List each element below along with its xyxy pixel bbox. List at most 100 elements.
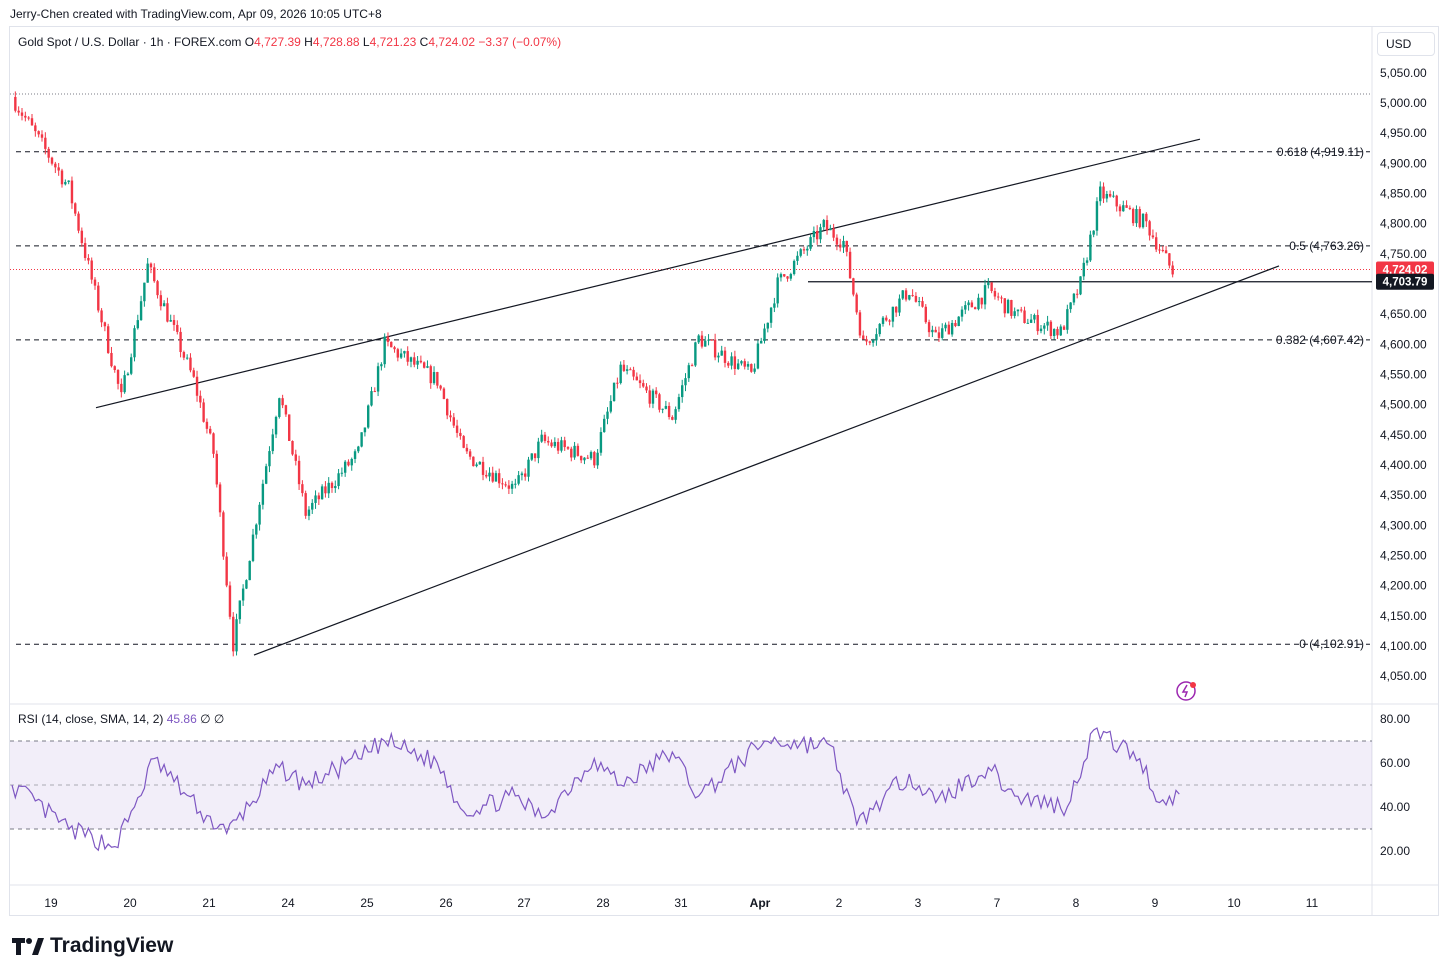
lightning-icon	[1181, 684, 1189, 698]
candle-body	[1036, 315, 1039, 332]
candle-body	[97, 285, 100, 311]
candle-body	[612, 382, 616, 402]
candle-body	[245, 580, 248, 589]
candle-body	[908, 295, 911, 300]
candle-body	[822, 220, 825, 228]
alert-icon	[1176, 681, 1196, 701]
candle-body	[694, 342, 697, 366]
time-tick-label: 3	[915, 896, 922, 910]
candle-body	[658, 394, 661, 410]
price-tick-label: 4,400.00	[1380, 458, 1427, 472]
candle-body	[1089, 234, 1092, 261]
candle-body	[690, 365, 694, 367]
candle-body	[835, 237, 839, 245]
candle-body	[1115, 195, 1118, 207]
candle-body	[241, 588, 245, 601]
candle-body	[274, 416, 278, 435]
candle-body	[238, 600, 242, 620]
candle-body	[829, 228, 832, 231]
candle-body	[862, 335, 865, 340]
fib-level-label: 0 (4,102.91)	[1299, 637, 1364, 651]
candle-body	[677, 397, 681, 410]
rsi-line	[11, 727, 1180, 852]
candle-body	[60, 170, 64, 185]
candle-body	[330, 482, 334, 489]
candle-body	[524, 473, 527, 477]
candle-body	[126, 373, 130, 376]
candle-body	[1141, 213, 1145, 228]
candle-body	[261, 483, 265, 505]
price-tick-label: 4,300.00	[1380, 518, 1427, 532]
candle-body	[185, 357, 189, 359]
candle-body	[481, 461, 485, 475]
candle-body	[314, 495, 317, 503]
candle-body	[386, 336, 390, 342]
candle-body	[248, 560, 251, 581]
candle-body	[632, 369, 635, 377]
candle-body	[90, 260, 93, 280]
candle-body	[1158, 249, 1161, 251]
change-value: −3.37 (−0.07%)	[478, 35, 562, 49]
tradingview-logo[interactable]: TradingView	[12, 934, 173, 958]
candle-body	[635, 376, 639, 381]
candle-body	[563, 440, 566, 448]
candle-body	[937, 332, 941, 338]
candle-body	[927, 322, 931, 333]
candle-body	[34, 125, 37, 132]
candle-body	[1082, 262, 1085, 277]
candle-body	[990, 282, 993, 292]
candle-body	[399, 353, 403, 358]
candle-body	[970, 302, 974, 308]
candle-body	[964, 305, 967, 310]
candle-body	[340, 472, 344, 474]
candle-body	[271, 434, 274, 452]
candle-body	[176, 324, 179, 332]
candle-body	[103, 322, 107, 327]
candle-body	[1112, 195, 1115, 197]
candle-body	[136, 320, 139, 329]
candle-body	[789, 274, 793, 279]
fib-level-label: 0.5 (4,763.26)	[1289, 239, 1364, 253]
candle-body	[1016, 309, 1020, 312]
candle-body	[504, 484, 507, 486]
candle-body	[429, 366, 432, 384]
candle-body	[1085, 260, 1089, 263]
candle-body	[1069, 302, 1072, 310]
candle-body	[1033, 315, 1036, 320]
currency-button[interactable]: USD	[1377, 32, 1435, 56]
candle-body	[202, 402, 205, 422]
time-tick-label: 26	[439, 896, 453, 910]
time-tick-label: 28	[596, 896, 610, 910]
candle-body	[957, 316, 960, 327]
rsi-tick-label: 20.00	[1380, 844, 1410, 858]
candle-body	[1076, 293, 1079, 295]
candle-body	[162, 303, 166, 307]
candle-body	[898, 298, 901, 313]
rsi-tick-label: 40.00	[1380, 800, 1410, 814]
candle-body	[258, 504, 261, 525]
price-tick-label: 4,550.00	[1380, 368, 1427, 382]
candle-body	[327, 482, 330, 494]
candle-body	[1010, 300, 1013, 316]
time-tick-label: 25	[360, 896, 374, 910]
candle-body	[997, 296, 1000, 298]
price-tick-label: 4,500.00	[1380, 398, 1427, 412]
candle-body	[1066, 309, 1069, 330]
candle-body	[776, 277, 779, 304]
chart-frame	[9, 26, 1439, 916]
candle-body	[977, 297, 980, 310]
alert-dot-icon	[1190, 682, 1196, 688]
rsi-tick-label: 60.00	[1380, 756, 1410, 770]
candle-body	[255, 524, 258, 535]
candle-body	[924, 306, 927, 323]
candle-body	[1128, 207, 1132, 209]
candle-body	[113, 366, 116, 371]
candle-body	[987, 282, 990, 286]
candle-body	[324, 486, 327, 494]
candle-body	[858, 312, 862, 336]
candle-body	[24, 115, 27, 118]
candle-body	[1049, 321, 1053, 336]
candle-body	[488, 472, 491, 477]
candle-body	[547, 440, 550, 443]
